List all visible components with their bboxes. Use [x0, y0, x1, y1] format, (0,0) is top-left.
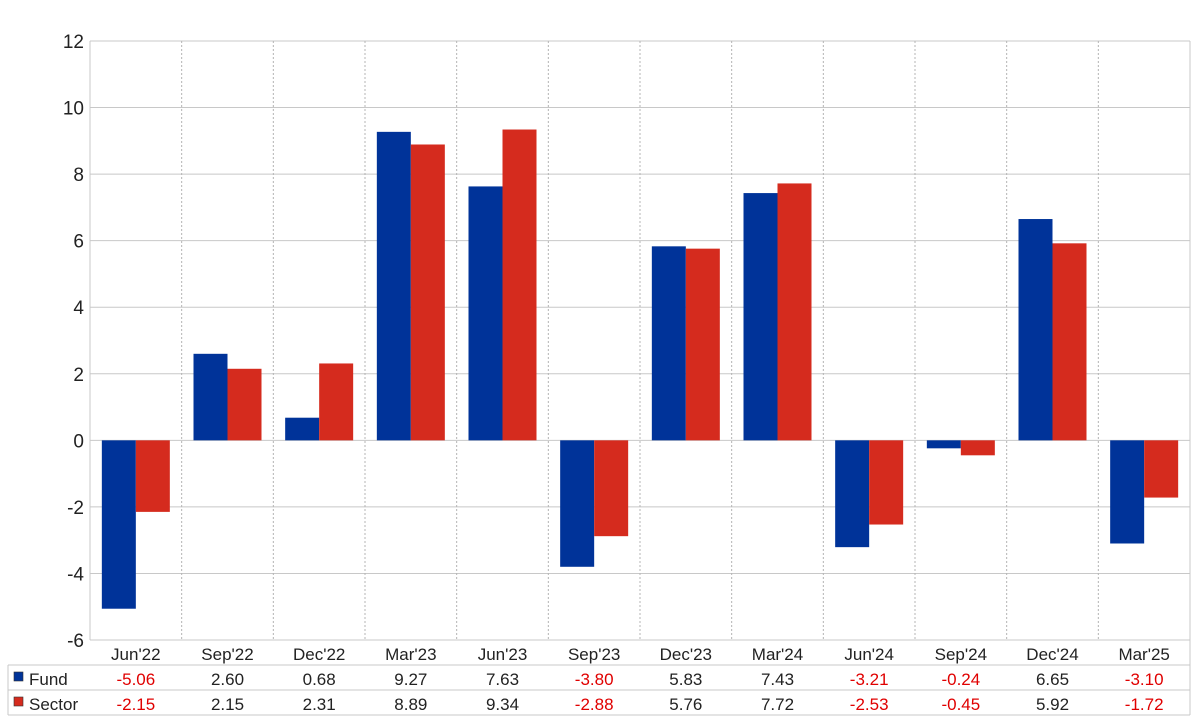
legend-label-sector: Sector [29, 695, 78, 714]
data-label-fund-11: -3.10 [1125, 670, 1164, 689]
data-label-sector-6: 5.76 [669, 695, 702, 714]
bar-sector-11 [1144, 440, 1179, 498]
bar-sector-0 [135, 440, 170, 512]
y-tick-label: 2 [73, 365, 84, 386]
data-label-sector-4: 9.34 [486, 695, 519, 714]
bar-fund-2 [285, 417, 320, 441]
data-label-sector-1: 2.15 [211, 695, 244, 714]
data-table: Jun'22 Sep'22 Dec'22 Mar'23 Jun'23 Sep'23 Dec'… [7, 645, 1190, 716]
category-label: Dec'24 [1026, 645, 1078, 664]
bar-sector-4 [502, 129, 537, 441]
data-label-fund-2: 0.68 [303, 670, 336, 689]
data-label-sector-11: -1.72 [1125, 695, 1164, 714]
bars [101, 129, 1179, 609]
bar-sector-5 [594, 440, 629, 537]
data-label-fund-8: -3.21 [850, 670, 889, 689]
data-label-fund-0: -5.06 [116, 670, 155, 689]
data-label-sector-2: 2.31 [303, 695, 336, 714]
bar-fund-9 [926, 440, 961, 449]
bar-fund-6 [651, 246, 686, 441]
data-label-fund-4: 7.63 [486, 670, 519, 689]
data-label-fund-7: 7.43 [761, 670, 794, 689]
data-label-fund-5: -3.80 [575, 670, 614, 689]
category-label: Sep'24 [935, 645, 987, 664]
bar-sector-10 [1052, 243, 1087, 441]
data-label-sector-3: 8.89 [394, 695, 427, 714]
category-label: Jun'24 [844, 645, 894, 664]
bar-fund-11 [1110, 440, 1145, 544]
data-label-sector-0: -2.15 [116, 695, 155, 714]
bar-fund-4 [468, 186, 503, 441]
data-label-fund-9: -0.24 [941, 670, 980, 689]
category-label: Jun'23 [478, 645, 528, 664]
y-tick-label: 8 [73, 165, 84, 186]
data-label-sector-5: -2.88 [575, 695, 614, 714]
legend-swatch-sector [13, 696, 24, 707]
y-tick-label: 0 [73, 431, 84, 452]
bar-fund-10 [1018, 219, 1053, 441]
grid [89, 40, 1191, 715]
bar-fund-3 [376, 131, 411, 441]
data-label-sector-8: -2.53 [850, 695, 889, 714]
category-label: Sep'22 [201, 645, 253, 664]
category-label: Dec'23 [660, 645, 712, 664]
bar-sector-6 [685, 248, 720, 441]
bar-fund-7 [743, 193, 778, 441]
data-label-fund-1: 2.60 [211, 670, 244, 689]
bar-sector-7 [777, 183, 812, 441]
bar-sector-9 [960, 440, 995, 456]
legend-swatch-fund [13, 671, 24, 682]
category-label: Mar'25 [1118, 645, 1169, 664]
bar-sector-2 [319, 363, 354, 441]
data-label-sector-9: -0.45 [941, 695, 980, 714]
bar-sector-8 [869, 440, 904, 525]
bar-fund-5 [560, 440, 595, 567]
data-label-sector-10: 5.92 [1036, 695, 1069, 714]
y-tick-label: -2 [67, 498, 84, 519]
bar-sector-3 [410, 144, 445, 441]
bar-fund-8 [835, 440, 870, 548]
y-tick-label: 6 [73, 232, 84, 253]
bar-fund-1 [193, 353, 228, 441]
category-label: Dec'22 [293, 645, 345, 664]
data-label-fund-6: 5.83 [669, 670, 702, 689]
category-label: Sep'23 [568, 645, 620, 664]
legend-label-fund: Fund [29, 670, 68, 689]
data-label-fund-3: 9.27 [394, 670, 427, 689]
bar-sector-1 [227, 368, 262, 441]
data-label-sector-7: 7.72 [761, 695, 794, 714]
y-tick-label: -4 [67, 564, 84, 585]
category-label: Jun'22 [111, 645, 161, 664]
category-label: Mar'23 [385, 645, 436, 664]
y-axis: 12 10 8 6 4 2 0 -2 -4 -6 [63, 32, 85, 652]
bar-fund-0 [101, 440, 136, 609]
y-tick-label: 12 [63, 32, 84, 53]
y-tick-label: -6 [67, 631, 84, 652]
category-label: Mar'24 [752, 645, 803, 664]
y-tick-label: 4 [73, 298, 84, 319]
y-tick-label: 10 [63, 99, 84, 120]
data-label-fund-10: 6.65 [1036, 670, 1069, 689]
